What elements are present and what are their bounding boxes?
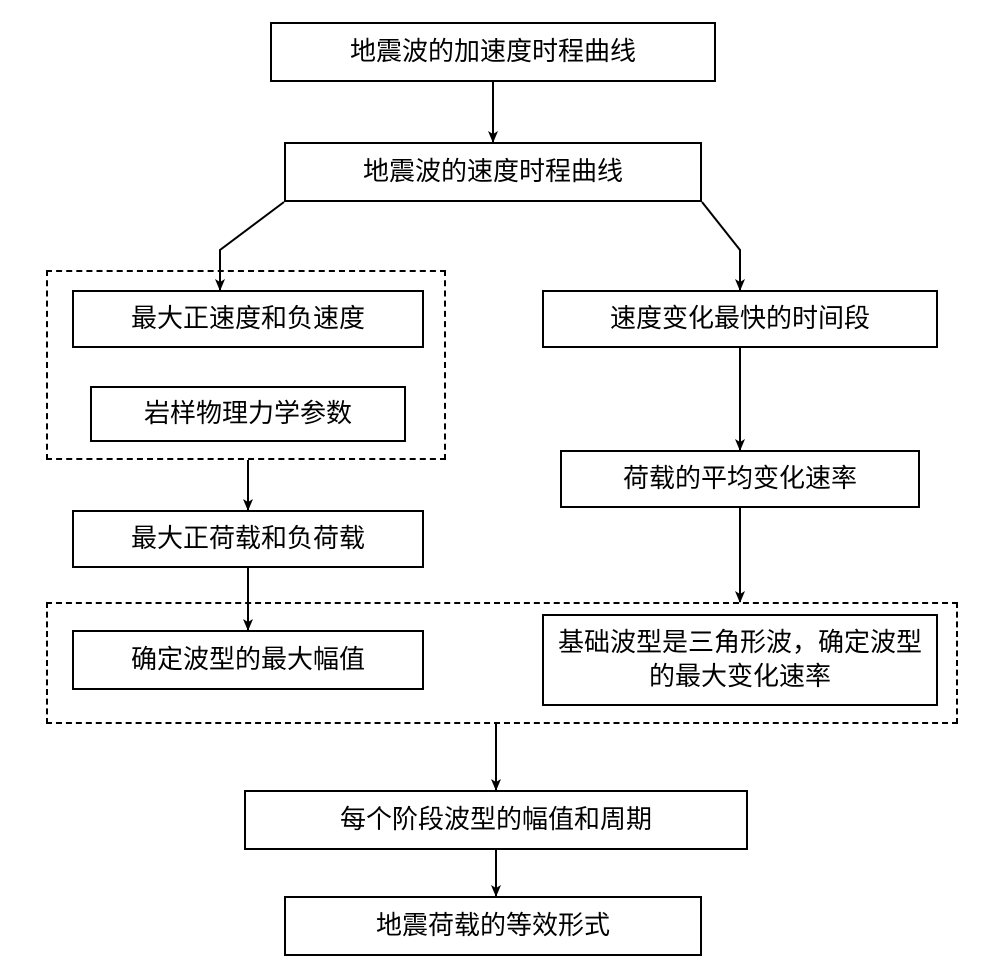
node-accel-time-history: 地震波的加速度时程曲线 <box>270 22 716 82</box>
node-label: 每个阶段波型的幅值和周期 <box>340 803 652 837</box>
node-label: 地震波的速度时程曲线 <box>363 155 623 189</box>
node-label: 最大正荷载和负荷载 <box>131 522 365 556</box>
flowchart-canvas: 地震波的加速度时程曲线 地震波的速度时程曲线 最大正速度和负速度 速度变化最快的… <box>0 0 1000 976</box>
node-avg-load-rate: 荷载的平均变化速率 <box>560 450 920 508</box>
node-velocity-time-history: 地震波的速度时程曲线 <box>284 142 702 202</box>
node-label: 确定波型的最大幅值 <box>131 643 365 677</box>
node-equivalent-seismic-load: 地震荷载的等效形式 <box>284 896 702 956</box>
node-max-pos-neg-velocity: 最大正速度和负速度 <box>72 290 424 348</box>
node-rock-sample-params: 岩样物理力学参数 <box>90 386 406 442</box>
node-label: 岩样物理力学参数 <box>144 397 352 431</box>
node-max-pos-neg-load: 最大正荷载和负荷载 <box>72 510 424 568</box>
node-label: 最大正速度和负速度 <box>131 302 365 336</box>
node-label: 荷载的平均变化速率 <box>623 462 857 496</box>
node-max-amplitude: 确定波型的最大幅值 <box>72 630 424 690</box>
node-label: 速度变化最快的时间段 <box>610 302 870 336</box>
node-label: 地震荷载的等效形式 <box>376 909 610 943</box>
node-triangle-wave-rate: 基础波型是三角形波，确定波型的最大变化速率 <box>542 614 938 706</box>
node-phase-amplitude-period: 每个阶段波型的幅值和周期 <box>244 790 748 850</box>
node-fastest-velocity-period: 速度变化最快的时间段 <box>542 290 938 348</box>
node-label: 地震波的加速度时程曲线 <box>350 35 636 69</box>
node-label: 基础波型是三角形波，确定波型的最大变化速率 <box>552 626 928 694</box>
